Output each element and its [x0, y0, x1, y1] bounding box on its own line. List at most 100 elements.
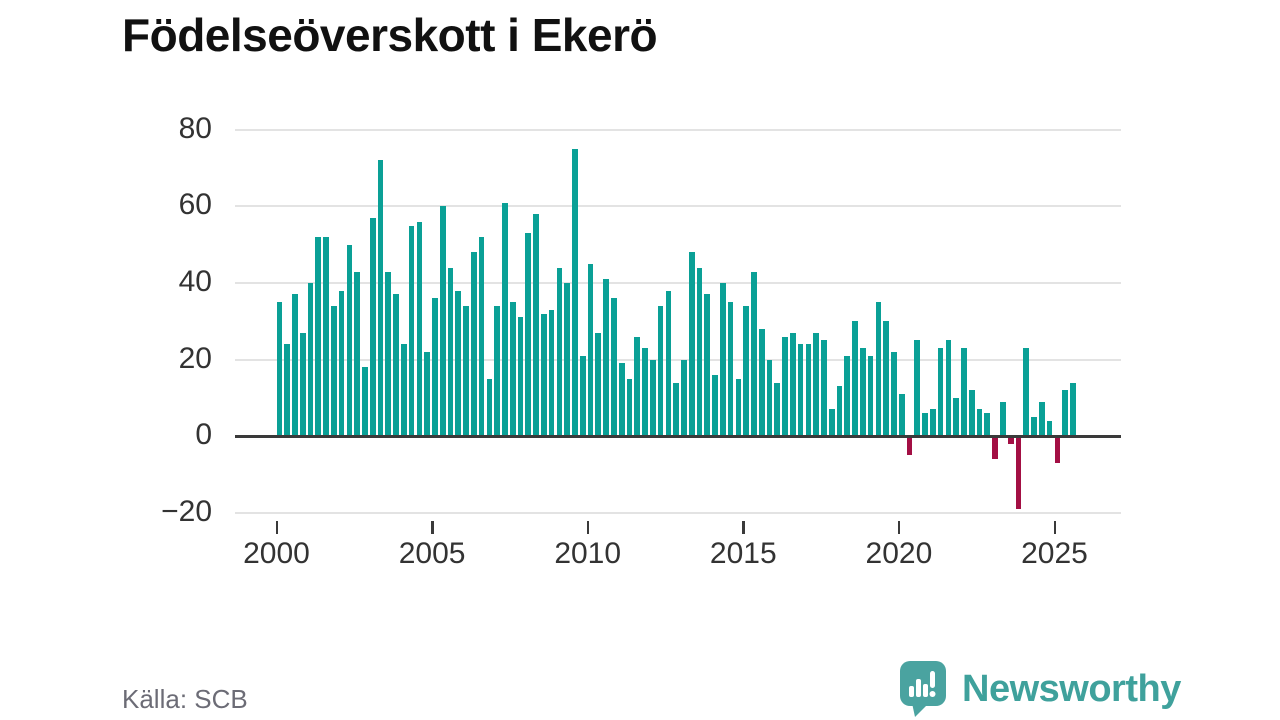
x-axis-tick-label: 2015 [709, 537, 777, 570]
bar [587, 263, 594, 436]
gridline [235, 128, 1121, 131]
y-axis-tick-label: 0 [195, 418, 212, 452]
bar [533, 214, 539, 436]
bar [875, 302, 882, 436]
bar [603, 279, 609, 436]
bar [400, 344, 407, 436]
bar [867, 355, 874, 436]
chart-title: Födelseöverskott i Ekerö [122, 9, 658, 61]
x-axis-tick-mark [1053, 521, 1056, 534]
newsworthy-logo-text: Newsworthy [962, 667, 1181, 710]
bar [774, 382, 781, 436]
bar [330, 305, 337, 436]
bar [922, 413, 928, 436]
bar [307, 283, 314, 436]
x-axis-tick-mark [431, 521, 434, 534]
y-axis-tick-label: 60 [178, 188, 212, 222]
bar [805, 344, 812, 436]
bar [743, 305, 749, 436]
bar [579, 355, 586, 436]
bar [611, 298, 617, 436]
bar [541, 313, 547, 436]
bar [525, 233, 532, 436]
newsworthy-speech-bubble-chart-icon [900, 661, 946, 717]
bar [385, 271, 392, 436]
bar [906, 437, 913, 456]
bar [813, 332, 819, 436]
bar [1054, 437, 1061, 463]
bar [860, 348, 866, 436]
bar [346, 244, 353, 436]
bar [898, 394, 905, 436]
bar [821, 340, 827, 436]
bar [657, 305, 664, 436]
bar [618, 363, 625, 436]
bar [735, 378, 742, 436]
bar [984, 413, 991, 436]
bar [751, 271, 757, 436]
bar [455, 290, 462, 436]
bar [844, 355, 851, 436]
bar [681, 359, 687, 436]
bar [338, 290, 345, 436]
bar [852, 321, 858, 436]
bar [634, 336, 641, 436]
bar [976, 409, 983, 436]
bar [486, 378, 493, 436]
bar [284, 344, 290, 436]
y-axis-tick-label: 80 [178, 111, 212, 145]
bar [463, 305, 469, 436]
bar [968, 390, 975, 436]
bar [1038, 401, 1045, 436]
bar [432, 298, 438, 436]
bar [642, 348, 648, 436]
bar [891, 351, 897, 436]
bar [362, 367, 368, 436]
bar [1070, 382, 1076, 436]
bar [323, 237, 329, 436]
bar [758, 328, 765, 436]
bar [914, 340, 921, 436]
bar [369, 217, 376, 436]
bar [1023, 348, 1030, 436]
bar [416, 221, 423, 436]
bar [439, 206, 446, 436]
bar [478, 237, 485, 436]
bar [992, 437, 998, 460]
y-axis-tick-label: −20 [161, 494, 212, 528]
bar [447, 267, 454, 436]
bar [704, 294, 711, 436]
bar [937, 348, 944, 436]
bar [564, 283, 571, 436]
bar [836, 386, 843, 436]
bar [727, 302, 734, 436]
bar [595, 332, 602, 436]
bar [797, 344, 804, 436]
bar [509, 302, 516, 436]
x-axis-tick-label: 2005 [398, 537, 466, 570]
bar [393, 294, 399, 436]
newsworthy-logo: Newsworthy [898, 660, 1181, 718]
bar [1007, 437, 1014, 444]
gridline [235, 282, 1121, 284]
bar [688, 252, 695, 436]
bar [556, 267, 563, 436]
bar [945, 340, 952, 436]
gridline [235, 358, 1121, 361]
bar [712, 374, 718, 436]
bar [408, 225, 415, 436]
bar [789, 332, 796, 436]
x-axis-tick-label: 2010 [554, 537, 622, 570]
y-axis-tick-label: 20 [178, 341, 212, 375]
bar [782, 336, 788, 436]
bar [494, 305, 501, 436]
zero-axis-line [235, 434, 1121, 438]
bar [1000, 401, 1006, 436]
bar [930, 409, 936, 436]
bar [696, 267, 703, 436]
bar [572, 148, 578, 436]
x-axis-tick-label: 2000 [243, 537, 310, 570]
bar [292, 294, 298, 436]
